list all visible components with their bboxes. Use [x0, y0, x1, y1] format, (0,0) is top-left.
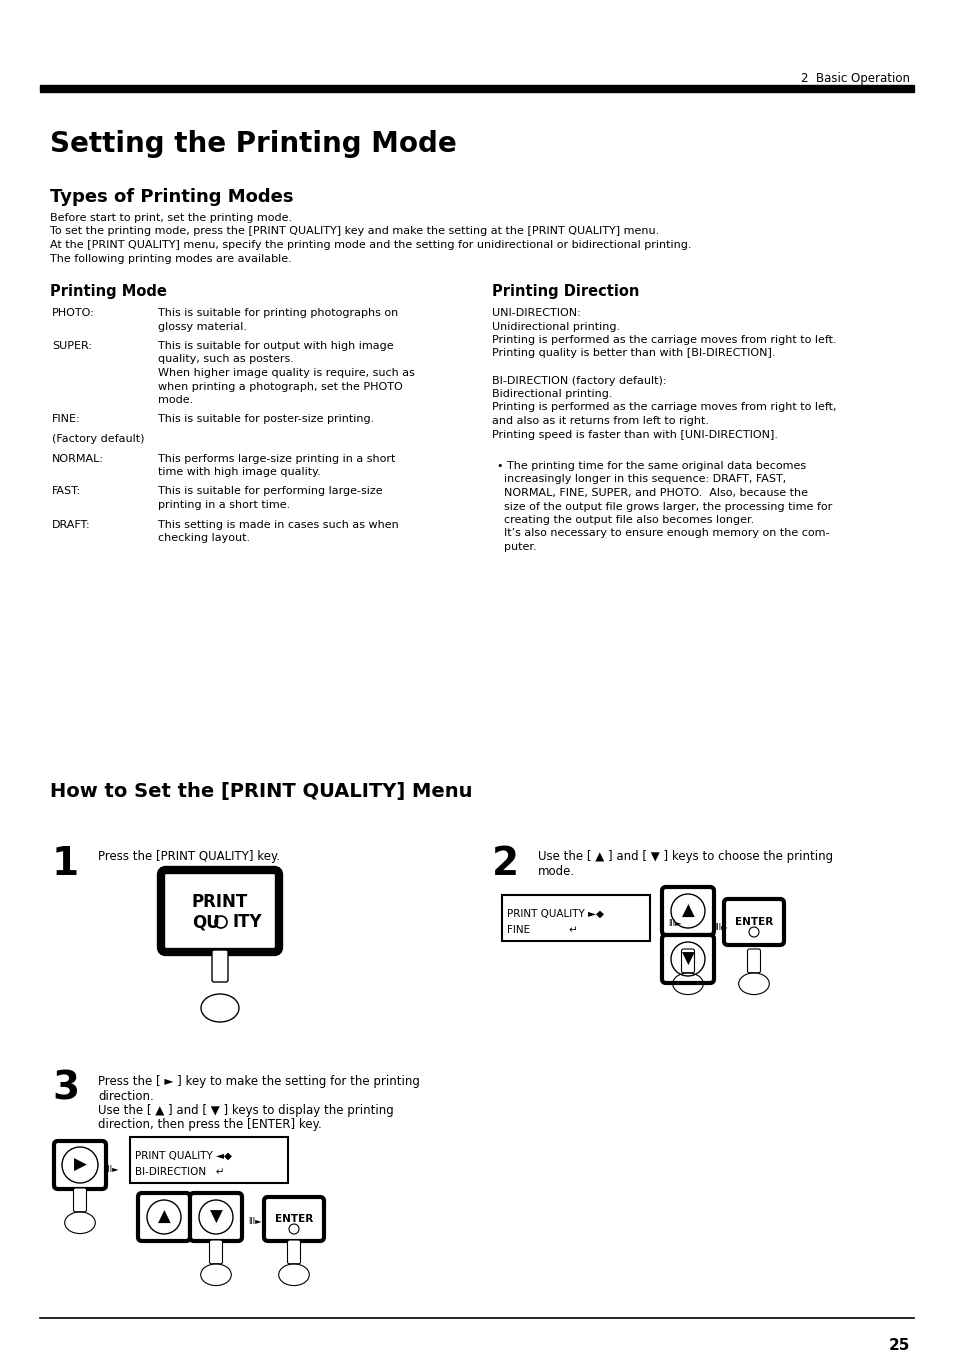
Text: quality, such as posters.: quality, such as posters. — [158, 354, 294, 365]
Text: This setting is made in cases such as when: This setting is made in cases such as wh… — [158, 520, 398, 530]
Text: PRINT: PRINT — [192, 893, 248, 911]
Text: direction.: direction. — [98, 1090, 153, 1102]
Text: (Factory default): (Factory default) — [52, 434, 144, 444]
Text: direction, then press the [ENTER] key.: direction, then press the [ENTER] key. — [98, 1119, 321, 1131]
Text: checking layout.: checking layout. — [158, 534, 250, 543]
Text: puter.: puter. — [497, 542, 536, 553]
Text: 1: 1 — [52, 844, 79, 884]
Text: PHOTO:: PHOTO: — [52, 308, 94, 317]
Text: PRINT QUALITY ►◆: PRINT QUALITY ►◆ — [506, 909, 603, 919]
Text: BI-DIRECTION (factory default):: BI-DIRECTION (factory default): — [492, 376, 666, 385]
Text: Printing is performed as the carriage moves from right to left.: Printing is performed as the carriage mo… — [492, 335, 836, 345]
Text: Printing Mode: Printing Mode — [50, 284, 167, 299]
FancyBboxPatch shape — [661, 888, 713, 935]
FancyBboxPatch shape — [190, 1193, 242, 1242]
Text: creating the output file also becomes longer.: creating the output file also becomes lo… — [497, 515, 754, 526]
FancyBboxPatch shape — [73, 1188, 87, 1212]
Text: DRAFT:: DRAFT: — [52, 520, 91, 530]
Text: FINE:: FINE: — [52, 415, 81, 424]
Text: This performs large-size printing in a short: This performs large-size printing in a s… — [158, 454, 395, 463]
Text: This is suitable for output with high image: This is suitable for output with high im… — [158, 340, 394, 351]
Text: mode.: mode. — [158, 394, 193, 405]
Text: 3: 3 — [52, 1070, 79, 1108]
Text: NORMAL:: NORMAL: — [52, 454, 104, 463]
Text: It’s also necessary to ensure enough memory on the com-: It’s also necessary to ensure enough mem… — [497, 528, 828, 539]
FancyBboxPatch shape — [661, 935, 713, 984]
Text: When higher image quality is require, such as: When higher image quality is require, su… — [158, 367, 415, 378]
Text: How to Set the [PRINT QUALITY] Menu: How to Set the [PRINT QUALITY] Menu — [50, 782, 472, 801]
Text: At the [PRINT QUALITY] menu, specify the printing mode and the setting for unidi: At the [PRINT QUALITY] menu, specify the… — [50, 240, 691, 250]
FancyBboxPatch shape — [161, 870, 278, 952]
Bar — [501, 894, 649, 942]
FancyBboxPatch shape — [287, 1240, 300, 1263]
Text: This is suitable for poster-size printing.: This is suitable for poster-size printin… — [158, 415, 374, 424]
Text: ▶: ▶ — [73, 1156, 87, 1174]
Text: • The printing time for the same original data becomes: • The printing time for the same origina… — [497, 461, 805, 471]
FancyBboxPatch shape — [212, 950, 228, 982]
Text: Bidirectional printing.: Bidirectional printing. — [492, 389, 612, 399]
Text: BI-DIRECTION   ↵: BI-DIRECTION ↵ — [135, 1167, 224, 1177]
Text: Printing speed is faster than with [UNI-DIRECTION].: Printing speed is faster than with [UNI-… — [492, 430, 778, 439]
FancyBboxPatch shape — [747, 948, 760, 973]
Text: mode.: mode. — [537, 865, 575, 878]
Bar — [40, 85, 913, 92]
Text: Types of Printing Modes: Types of Printing Modes — [50, 188, 294, 205]
FancyBboxPatch shape — [264, 1197, 324, 1242]
Text: lll►: lll► — [248, 1217, 261, 1227]
Text: NORMAL, FINE, SUPER, and PHOTO.  Also, because the: NORMAL, FINE, SUPER, and PHOTO. Also, be… — [497, 488, 807, 499]
Bar — [130, 1138, 288, 1183]
Text: Use the [ ▲ ] and [ ▼ ] keys to choose the printing: Use the [ ▲ ] and [ ▼ ] keys to choose t… — [537, 850, 832, 863]
Text: ITY: ITY — [233, 913, 262, 931]
Text: ENTER: ENTER — [734, 917, 772, 927]
Text: 2  Basic Operation: 2 Basic Operation — [801, 72, 909, 85]
Text: Unidirectional printing.: Unidirectional printing. — [492, 322, 619, 331]
Text: ▲: ▲ — [157, 1208, 171, 1225]
Text: time with high image quality.: time with high image quality. — [158, 467, 320, 477]
Text: UNI-DIRECTION:: UNI-DIRECTION: — [492, 308, 580, 317]
Text: glossy material.: glossy material. — [158, 322, 247, 331]
Text: lll►: lll► — [105, 1166, 118, 1174]
Text: QU: QU — [193, 913, 220, 931]
Text: ▲: ▲ — [680, 902, 694, 920]
Text: increasingly longer in this sequence: DRAFT, FAST,: increasingly longer in this sequence: DR… — [497, 474, 785, 485]
Text: printing in a short time.: printing in a short time. — [158, 500, 290, 509]
Text: FINE            ↵: FINE ↵ — [506, 925, 578, 935]
Text: This is suitable for performing large-size: This is suitable for performing large-si… — [158, 486, 382, 497]
Text: Printing is performed as the carriage moves from right to left,: Printing is performed as the carriage mo… — [492, 403, 836, 412]
Text: 2: 2 — [492, 844, 518, 884]
FancyBboxPatch shape — [54, 1142, 106, 1189]
Text: The following printing modes are available.: The following printing modes are availab… — [50, 254, 292, 263]
Text: Before start to print, set the printing mode.: Before start to print, set the printing … — [50, 213, 292, 223]
Text: This is suitable for printing photographs on: This is suitable for printing photograph… — [158, 308, 397, 317]
Text: and also as it returns from left to right.: and also as it returns from left to righ… — [492, 416, 708, 426]
FancyBboxPatch shape — [138, 1193, 190, 1242]
Text: lll►: lll► — [667, 919, 680, 928]
Text: ENTER: ENTER — [274, 1215, 313, 1224]
Text: 25: 25 — [887, 1337, 909, 1351]
Text: To set the printing mode, press the [PRINT QUALITY] key and make the setting at : To set the printing mode, press the [PRI… — [50, 227, 659, 236]
FancyBboxPatch shape — [680, 948, 694, 973]
Text: size of the output file grows larger, the processing time for: size of the output file grows larger, th… — [497, 501, 831, 512]
Text: when printing a photograph, set the PHOTO: when printing a photograph, set the PHOT… — [158, 381, 402, 392]
FancyBboxPatch shape — [723, 898, 783, 944]
Text: PRINT QUALITY ◄◆: PRINT QUALITY ◄◆ — [135, 1151, 232, 1161]
Text: Press the [ ► ] key to make the setting for the printing: Press the [ ► ] key to make the setting … — [98, 1075, 419, 1088]
Text: Printing quality is better than with [BI-DIRECTION].: Printing quality is better than with [BI… — [492, 349, 775, 358]
FancyBboxPatch shape — [210, 1240, 222, 1263]
Text: SUPER:: SUPER: — [52, 340, 91, 351]
Text: ▼: ▼ — [210, 1208, 222, 1225]
Text: Press the [PRINT QUALITY] key.: Press the [PRINT QUALITY] key. — [98, 850, 280, 863]
Text: Setting the Printing Mode: Setting the Printing Mode — [50, 130, 456, 158]
Text: lll►: lll► — [713, 923, 727, 931]
Text: Use the [ ▲ ] and [ ▼ ] keys to display the printing: Use the [ ▲ ] and [ ▼ ] keys to display … — [98, 1104, 394, 1117]
Text: Printing Direction: Printing Direction — [492, 284, 639, 299]
Text: FAST:: FAST: — [52, 486, 81, 497]
Text: ▼: ▼ — [680, 950, 694, 969]
